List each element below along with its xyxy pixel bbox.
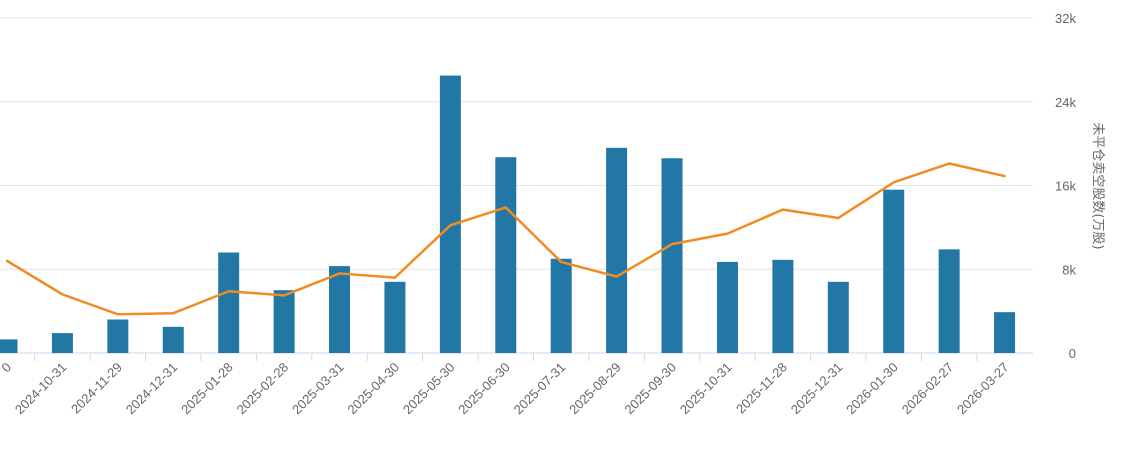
gridlines (0, 17, 1033, 354)
x-tick-label: 2024-10-31 (12, 360, 70, 418)
bar (938, 249, 960, 353)
x-tick-label: 2025-08-29 (566, 360, 624, 418)
bar (661, 158, 683, 353)
bar (384, 281, 406, 353)
bar (273, 290, 295, 353)
x-tick-label: 2025-04-30 (344, 360, 402, 418)
x-tick-label: 2024-11-29 (68, 360, 125, 417)
series-line (5, 162, 1006, 316)
line-series (5, 162, 1006, 316)
x-tick-label: 2025-01-28 (178, 360, 236, 418)
bar-series (0, 75, 1016, 353)
bar (994, 312, 1016, 353)
bar (495, 157, 517, 353)
x-tick-label: 2026-02-27 (899, 360, 957, 418)
bar (51, 333, 73, 353)
y-axis-title: 未平仓卖空股数(万股) (1090, 122, 1105, 249)
x-tick-label: 2025-07-31 (511, 360, 569, 418)
bar (329, 266, 351, 353)
y-axis: 0 8k 16k 24k 32k (1055, 11, 1076, 361)
y-tick-label: 8k (1062, 262, 1076, 277)
x-tick-label: 2026-03-27 (954, 360, 1012, 418)
bar (0, 339, 18, 353)
x-tick-label: 2026-01-30 (843, 360, 901, 418)
bar (550, 258, 572, 353)
x-tick-label: 2025-03-31 (289, 360, 347, 418)
x-tick-label: 0 (0, 360, 14, 376)
x-tick-label: 2025-10-31 (677, 360, 735, 418)
x-axis: 02024-10-312024-11-292024-12-312025-01-2… (0, 353, 1012, 417)
x-tick-label: 2025-09-30 (622, 360, 680, 418)
bar (827, 281, 849, 353)
y-tick-label: 32k (1055, 11, 1076, 26)
x-tick-label: 2025-02-28 (234, 360, 292, 418)
x-tick-label: 2025-12-31 (788, 360, 846, 418)
bar (218, 252, 240, 353)
x-tick-label: 2025-05-30 (400, 360, 458, 418)
bar (772, 259, 794, 353)
x-tick-label: 2025-11-28 (733, 360, 790, 417)
x-tick-label: 2025-06-30 (455, 360, 513, 418)
bar (606, 147, 628, 353)
y-tick-label: 24k (1055, 95, 1076, 110)
bar (162, 326, 184, 353)
y-tick-label: 0 (1069, 346, 1076, 361)
x-tick-label: 2024-12-31 (123, 360, 181, 418)
bar (439, 75, 461, 353)
bar (883, 189, 905, 353)
y-tick-label: 16k (1055, 179, 1076, 194)
bar (107, 319, 129, 353)
bar (716, 261, 738, 353)
